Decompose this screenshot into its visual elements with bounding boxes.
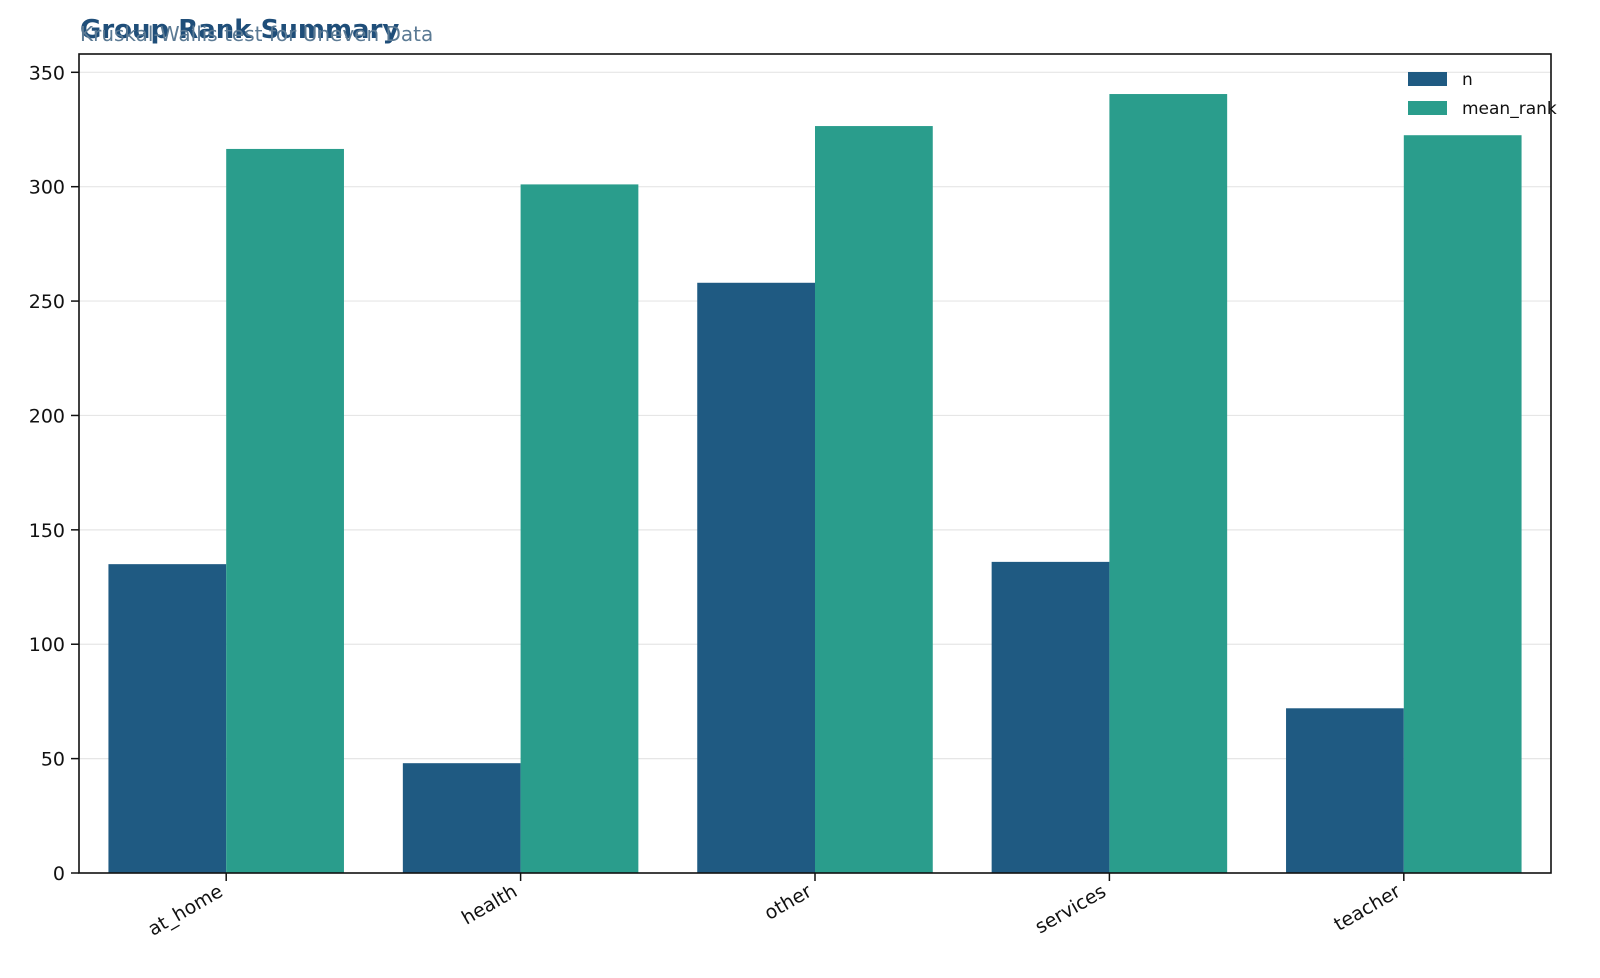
bar-mean_rank-at_home (226, 148, 344, 873)
y-tick-label: 100 (29, 634, 65, 656)
bars (108, 94, 1522, 874)
x-tick-label: other (761, 880, 816, 924)
bar-mean_rank-teacher (1403, 135, 1522, 873)
y-tick-label: 50 (41, 749, 65, 771)
bar-n-teacher (1286, 708, 1404, 873)
y-tick-label: 300 (29, 177, 65, 199)
bar-n-services (991, 561, 1110, 873)
y-tick-label: 200 (29, 405, 65, 427)
bar-n-other (697, 282, 815, 873)
bar-n-at_home (108, 564, 227, 873)
legend-label-n: n (1462, 70, 1473, 90)
bar-n-health (402, 763, 521, 873)
y-tick-label: 350 (29, 62, 65, 84)
x-tick-label: at_home (144, 880, 226, 940)
y-tick-label: 0 (53, 863, 65, 885)
bar-mean_rank-health (520, 184, 639, 874)
y-tick-label: 250 (29, 291, 65, 313)
chart-title: Group Rank Summary (80, 15, 399, 45)
legend: n mean_rank (1408, 70, 1557, 119)
x-tick-label: teacher (1330, 880, 1404, 936)
x-tick-label: health (458, 880, 521, 929)
x-tick-label: services (1031, 880, 1110, 938)
legend-swatch-n (1408, 72, 1447, 86)
chart-subtitle: Kruskal-Wallis test for Uneven Data (80, 22, 433, 46)
bar-mean_rank-services (1109, 94, 1228, 874)
legend-swatch-mean_rank (1408, 101, 1447, 115)
plot-frame (78, 53, 1552, 874)
legend-label-mean_rank: mean_rank (1462, 99, 1557, 119)
y-tick-label: 150 (29, 520, 65, 542)
bar-mean_rank-other (815, 126, 933, 873)
